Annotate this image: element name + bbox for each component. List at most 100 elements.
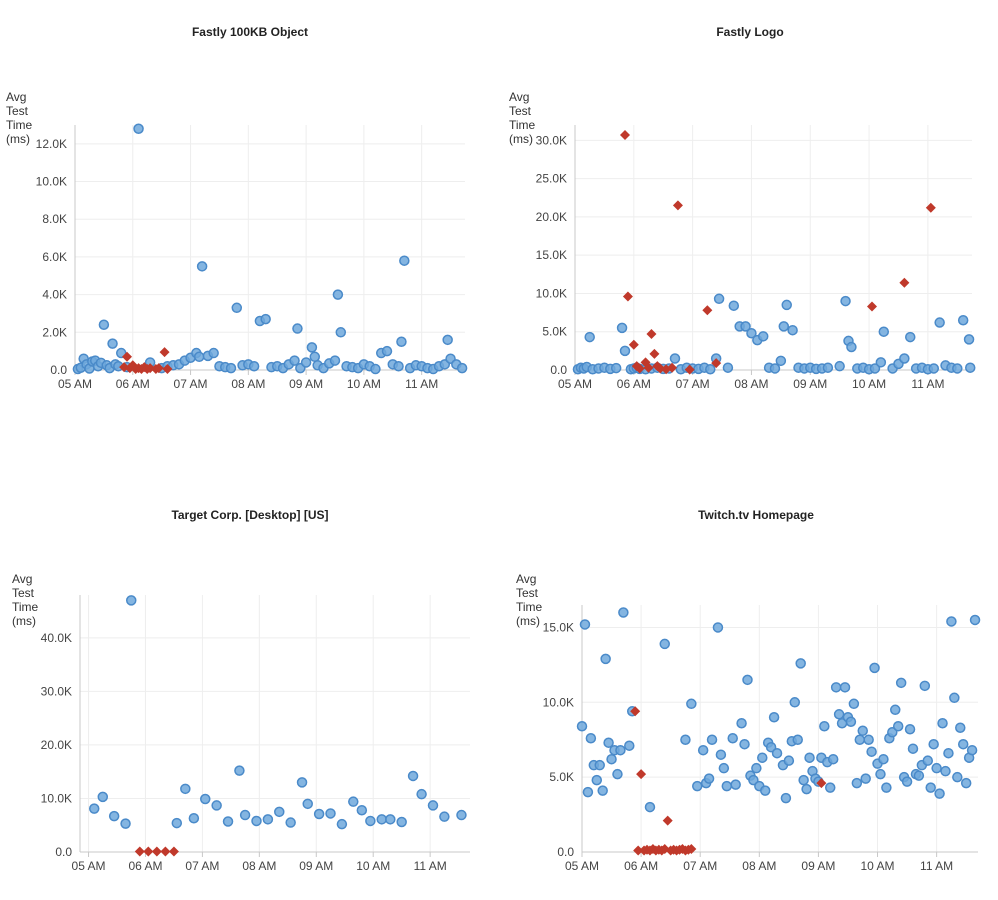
data-point-circle	[594, 759, 605, 771]
x-tick-label: 09 AM	[793, 377, 827, 391]
data-point-circle	[768, 712, 780, 723]
data-point-circle	[827, 753, 839, 765]
data-point-circle	[727, 732, 738, 744]
x-tick-label: 08 AM	[231, 377, 265, 391]
data-point-circle	[348, 796, 359, 807]
data-point-circle	[188, 813, 200, 824]
data-point-circle	[960, 777, 972, 789]
data-point-circle	[839, 682, 851, 693]
data-point-circle	[937, 718, 948, 729]
data-point-circle	[739, 738, 750, 750]
y-tick-label: 10.0K	[536, 286, 567, 300]
data-point-circle	[335, 327, 347, 338]
data-point-circle	[239, 809, 251, 821]
data-point-circle	[940, 765, 951, 777]
data-point-circle	[706, 734, 718, 745]
data-point-circle	[616, 322, 628, 334]
data-point-circle	[863, 734, 874, 745]
data-point-circle	[300, 357, 312, 368]
y-tick-label: 25.0K	[536, 172, 567, 186]
x-tick-label: 10 AM	[347, 377, 381, 391]
data-point-circle	[904, 723, 916, 735]
scatter-plot-fastly-100kb[interactable]: 05 AM 06 AM 07 AM 08 AM 09 AM 10 AM 11 AM 0.0 2.…	[0, 115, 480, 405]
data-point-circle	[740, 321, 751, 332]
data-point-circle	[456, 809, 467, 821]
data-point-circle	[396, 816, 407, 828]
data-point-circle	[697, 744, 709, 756]
data-point-circle	[125, 595, 137, 606]
data-point-circle	[846, 341, 857, 353]
data-point-diamond	[633, 845, 644, 856]
x-tick-label: 05 AM	[565, 859, 599, 873]
data-point-circle	[830, 682, 842, 693]
data-point-circle	[376, 814, 388, 825]
data-point-circle	[769, 363, 781, 374]
data-point-circle	[851, 777, 863, 789]
data-point-circle	[878, 753, 889, 765]
chart-title: Fastly 100KB Object	[191, 25, 309, 39]
data-point-circle	[860, 773, 871, 784]
data-point-circle	[969, 614, 981, 626]
data-point-diamond	[160, 846, 171, 857]
x-tick-label: 10 AM	[356, 859, 390, 873]
data-point-circle	[875, 357, 887, 368]
data-point-circle	[329, 355, 341, 366]
data-point-circle	[819, 721, 830, 732]
x-tick-label: 08 AM	[242, 859, 276, 873]
scatter-plot-twitch[interactable]: 05 AM 06 AM 07 AM 08 AM 09 AM 10 AM 11 AM 0.0 5.…	[500, 595, 990, 885]
data-point-circle	[955, 722, 966, 734]
data-point-diamond	[655, 363, 666, 374]
x-tick-label: 10 AM	[852, 377, 886, 391]
data-point-circle	[798, 774, 809, 786]
x-tick-label: 05 AM	[58, 377, 92, 391]
data-point-circle	[713, 293, 725, 305]
data-point-circle	[746, 328, 757, 339]
data-point-circle	[292, 323, 303, 334]
scatter-plot-target[interactable]: 05 AM 06 AM 07 AM 08 AM 09 AM 10 AM 11 AM 0.0 10…	[0, 595, 480, 885]
data-point-circle	[964, 362, 976, 373]
x-tick-label: 05 AM	[558, 377, 592, 391]
data-point-circle	[669, 353, 681, 364]
data-point-circle	[822, 362, 834, 373]
y-tick-label: 20.0K	[536, 210, 567, 224]
x-tick-label: 08 AM	[734, 377, 768, 391]
y-axis-label: Avg Test Time (ms)	[6, 90, 33, 146]
y-tick-label: 10.0K	[41, 791, 72, 805]
y-tick-label: 8.0K	[42, 212, 67, 226]
data-point-circle	[208, 347, 219, 359]
data-point-circle	[274, 806, 285, 818]
data-point-circle	[757, 752, 768, 763]
data-point-circle	[262, 814, 274, 825]
y-tick-label: 15.0K	[536, 248, 567, 262]
y-tick-label: 0.0	[50, 363, 67, 377]
data-point-diamond	[711, 358, 722, 369]
data-point-circle	[456, 362, 468, 374]
data-point-diamond	[659, 844, 670, 855]
data-point-circle	[834, 360, 845, 372]
scatter-plot-fastly-logo[interactable]: 05 AM 06 AM 07 AM 08 AM 09 AM 10 AM 11 AM 0.0 5.…	[500, 115, 990, 405]
data-point-diamond	[867, 301, 878, 312]
data-point-diamond	[702, 305, 713, 316]
data-point-circle	[365, 815, 376, 827]
data-point-circle	[869, 363, 881, 374]
data-point-circle	[922, 755, 934, 766]
data-point-diamond	[143, 846, 154, 857]
data-point-circle	[692, 780, 703, 792]
data-point-diamond	[649, 348, 660, 359]
data-point-diamond	[899, 277, 910, 288]
data-point-circle	[728, 300, 740, 311]
data-point-diamond	[628, 339, 639, 350]
x-tick-label: 10 AM	[861, 859, 895, 873]
data-point-circle	[193, 351, 205, 363]
data-point-circle	[612, 768, 623, 780]
data-point-circle	[907, 743, 919, 754]
data-point-circle	[133, 123, 144, 135]
data-point-diamond	[634, 363, 645, 374]
data-point-circle	[840, 295, 851, 307]
data-point-circle	[234, 765, 245, 776]
data-point-circle	[957, 738, 969, 750]
data-point-circle	[966, 744, 978, 756]
data-point-diamond	[672, 200, 683, 211]
data-point-circle	[585, 732, 597, 744]
data-point-diamond	[643, 362, 654, 373]
